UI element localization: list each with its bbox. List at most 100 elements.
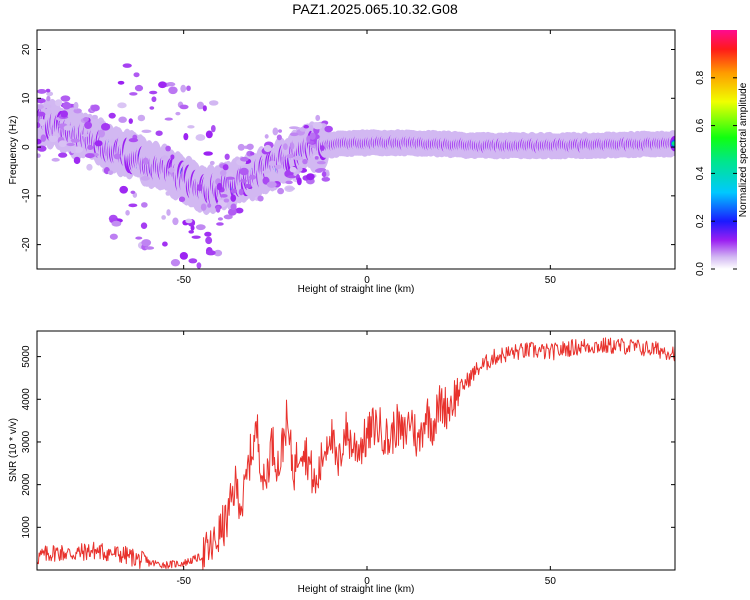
- spectrogram-speckle: [257, 195, 264, 202]
- spectrogram-speckle: [62, 101, 72, 110]
- colorbar-tick-label: 0.8: [695, 70, 706, 84]
- spectrogram-speckle: [128, 138, 139, 143]
- spectrogram-speckle: [37, 138, 42, 145]
- spectrogram-speckle: [185, 218, 193, 224]
- spectrogram-speckle: [268, 160, 277, 167]
- spectrogram-speckle: [289, 132, 299, 137]
- spectrogram-speckle: [128, 118, 133, 124]
- spectrogram-speckle: [266, 181, 277, 188]
- spectrogram-speckle: [39, 118, 46, 127]
- spectrogram-speckle: [179, 252, 188, 260]
- spectrogram-speckle: [90, 104, 100, 112]
- spectrogram-speckle: [42, 108, 52, 115]
- spectrogram-speckle: [142, 157, 149, 165]
- spectrogram-speckle: [73, 146, 84, 153]
- spectrogram-speckle: [166, 209, 171, 216]
- spectrogram-speckle: [292, 155, 303, 161]
- spectrogram-speckle: [321, 176, 331, 182]
- spectrogram-speckle: [276, 134, 282, 141]
- spectrogram-speckle: [324, 125, 333, 133]
- spectrogram-speckle: [128, 203, 138, 208]
- spectrogram-speckle: [230, 203, 237, 211]
- colorbar-tick-label: 0.6: [695, 118, 706, 132]
- spectrogram-x-ticks: -50 0 50: [176, 30, 556, 286]
- spectrogram-speckle: [73, 101, 79, 110]
- spectrogram-speckle: [37, 104, 44, 110]
- spectrogram-speckle: [277, 187, 285, 195]
- spectrogram-speckle: [250, 151, 255, 156]
- spectrogram-speckle: [165, 145, 171, 152]
- spectrogram-speckle: [189, 203, 197, 208]
- spectrogram-speckle: [285, 186, 296, 191]
- spectrogram-speckle: [224, 153, 230, 160]
- spectrogram-speckle: [161, 155, 169, 161]
- spectrogram-speckle: [230, 188, 238, 194]
- spectrogram-speckle: [211, 279, 220, 283]
- spectrogram-speckle: [129, 92, 138, 96]
- colorbar-label: Normalized spectral amplitude: [738, 82, 749, 217]
- spectrogram-speckle: [240, 156, 249, 162]
- spectrogram-speckle: [264, 134, 269, 139]
- spectrogram-speckle: [117, 80, 125, 85]
- spectrogram-speckle: [37, 98, 46, 104]
- spectrogram-speckle: [101, 123, 111, 131]
- spectrogram-speckle: [155, 130, 163, 136]
- colorbar: 0.0 0.2 0.4 0.6 0.8 Normalized spectral ampl…: [695, 30, 749, 276]
- spectrogram-speckle: [37, 122, 41, 129]
- spectrogram-speckle: [306, 173, 315, 181]
- spectrogram-speckle: [315, 114, 321, 122]
- spectrogram-speckle: [108, 112, 116, 119]
- spectrogram-speckle: [230, 194, 237, 202]
- spectrogram-speckle: [290, 142, 295, 150]
- spectrogram-speckle: [85, 153, 95, 159]
- spectrogram-speckle: [223, 198, 230, 203]
- spectrogram-speckle: [43, 104, 52, 109]
- spectrogram-speckle: [314, 155, 319, 160]
- spectrogram-speckle: [70, 145, 76, 154]
- spectrogram-heatmap: [37, 63, 675, 283]
- spectrogram-speckle: [63, 125, 73, 131]
- spectrogram-speckle: [165, 190, 171, 196]
- snr-x-tick-label: 50: [545, 576, 557, 587]
- spectrogram-speckle: [58, 140, 67, 148]
- spectrogram-speckle: [203, 151, 213, 156]
- spectrogram-speckle: [168, 167, 175, 173]
- spectrogram-speckle: [196, 183, 203, 192]
- spectrogram-speckle: [309, 132, 316, 140]
- spectrogram-speckle: [172, 217, 179, 226]
- spectrogram-speckle: [302, 158, 308, 165]
- spectrogram-speckle: [46, 95, 51, 102]
- spectrogram-speckle: [170, 154, 175, 160]
- spectrogram-speckle: [190, 270, 194, 275]
- spectrogram-speckle: [94, 140, 103, 147]
- spectrogram-speckle: [46, 91, 54, 97]
- spectrogram-speckle: [45, 88, 51, 93]
- spectrogram-speckle: [97, 129, 106, 138]
- spectrogram-speckle: [119, 185, 128, 194]
- spectrogram-speckle: [133, 72, 140, 78]
- spectrogram-speckle: [213, 249, 223, 257]
- spectrogram-x-tick-label: 50: [545, 275, 557, 286]
- spectrogram-speckle: [186, 85, 191, 92]
- spectrogram-speckle: [82, 133, 89, 138]
- spectrogram-speckle: [83, 117, 89, 122]
- spectrogram-speckle: [287, 175, 297, 179]
- spectrogram-speckle: [73, 156, 81, 165]
- snr-x-tick-label: 0: [364, 576, 370, 587]
- spectrogram-speckle: [239, 167, 249, 176]
- figure-title: PAZ1.2025.065.10.32.G08: [292, 1, 458, 17]
- spectrogram-speckle: [162, 241, 168, 247]
- spectrogram-speckle: [51, 157, 60, 162]
- spectrogram-speckle: [118, 116, 127, 123]
- spectrogram-speckle: [211, 270, 221, 276]
- spectrogram-y-ticks: -20 -10 0 10 20: [21, 44, 675, 252]
- spectrogram-speckle: [54, 99, 63, 107]
- spectrogram-speckle: [227, 208, 237, 216]
- spectrogram-speckle: [175, 111, 181, 116]
- spectrogram-speckle: [235, 207, 244, 214]
- spectrogram-speckle: [306, 135, 311, 143]
- colorbar-ticks: 0.0 0.2 0.4 0.6 0.8: [695, 70, 737, 276]
- snr-y-tick-label: 5000: [21, 345, 32, 368]
- spectrogram-speckle: [134, 84, 144, 92]
